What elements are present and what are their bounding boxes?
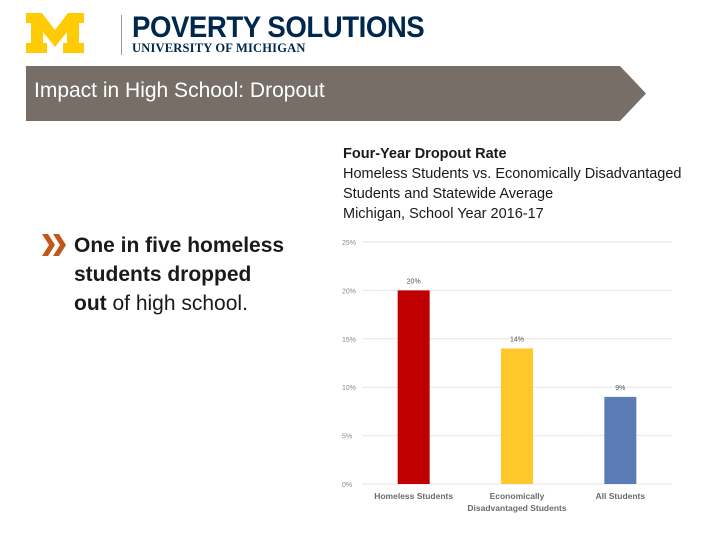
chart-heading: Four-Year Dropout Rate Homeless Students… — [343, 144, 719, 224]
bullet-text-bold: One in five homeless students dropped — [74, 234, 285, 286]
logo: POVERTY SOLUTIONS UNIVERSITY OF MICHIGAN — [26, 11, 425, 57]
data-label: 9% — [615, 385, 625, 392]
chart-subtitle-1: Homeless Students vs. Economically Disad… — [343, 166, 682, 182]
block-m-logo — [26, 13, 84, 53]
bar — [397, 290, 430, 484]
data-label: 14% — [510, 336, 524, 343]
x-tick-label: Homeless Students — [374, 491, 453, 501]
chart-subtitle-3: Michigan, School Year 2016-17 — [343, 206, 544, 222]
y-tick-label: 15% — [342, 337, 356, 344]
y-tick-label: 5% — [342, 434, 352, 441]
y-tick-label: 25% — [342, 240, 356, 247]
x-tick-label: Disadvantaged Students — [467, 503, 566, 513]
bullet-text: One in five homeless students dropped out… — [74, 231, 324, 318]
chart-title: Four-Year Dropout Rate — [343, 146, 507, 162]
bullet-text-bold-out: out — [74, 292, 107, 315]
dropout-rate-chart: 25% 20% 15% 10% 5% 0% 20% Homeless Students 14% E… — [342, 240, 672, 513]
bullet-text-rest: of high school. — [106, 292, 248, 315]
double-chevron-right-icon — [42, 234, 66, 256]
y-tick-label: 0% — [342, 482, 352, 489]
chart-subtitle-2: Students and Statewide Average — [343, 186, 554, 202]
y-tick-label: 10% — [342, 385, 356, 392]
slide-title: Impact in High School: Dropout — [34, 79, 325, 102]
x-tick-label: All Students — [596, 491, 646, 501]
y-tick-label: 20% — [342, 288, 356, 295]
x-tick-label: Economically — [490, 491, 545, 501]
org-title: POVERTY SOLUTIONS — [132, 11, 425, 44]
bar — [604, 396, 637, 484]
org-subtitle: UNIVERSITY OF MICHIGAN — [132, 41, 306, 55]
logo-divider — [121, 15, 122, 55]
title-banner — [26, 66, 646, 121]
data-label: 20% — [407, 278, 421, 285]
bar — [501, 348, 533, 484]
